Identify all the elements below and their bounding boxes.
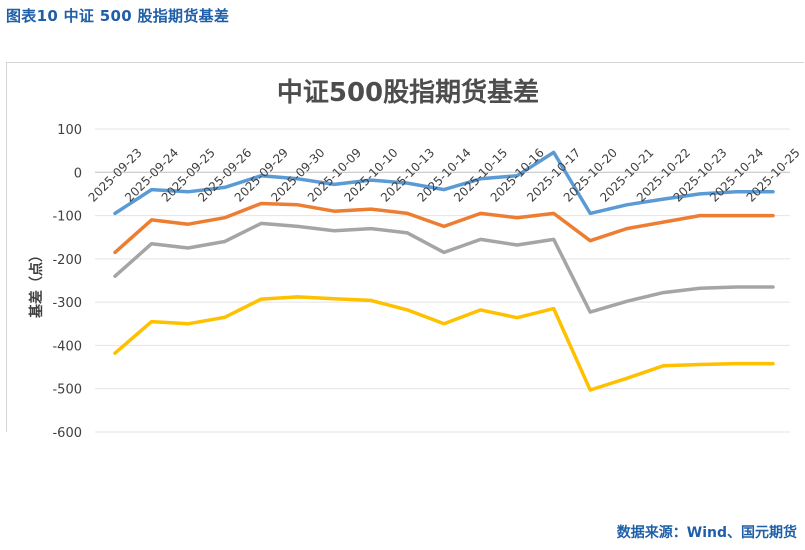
y-tick-label: 0 — [74, 166, 82, 181]
series-line-1 — [113, 150, 775, 216]
y-tick-label: -300 — [52, 296, 82, 311]
y-tick-label: -200 — [52, 253, 82, 268]
series-line-4 — [113, 295, 775, 392]
y-axis-label: 基差（点） — [28, 248, 45, 318]
series-line-3 — [113, 221, 775, 314]
y-tick-label: 100 — [57, 123, 82, 138]
series-line-2 — [113, 201, 775, 255]
y-tick-label: -500 — [52, 383, 82, 398]
y-tick-label: -400 — [52, 339, 82, 354]
figure-title: 图表10 中证 500 股指期货基差 — [6, 7, 230, 25]
source-note: 数据来源：Wind、国元期货 — [616, 525, 797, 541]
chart-title: 中证500股指期货基差 — [277, 77, 539, 108]
y-tick-label: -600 — [52, 426, 82, 441]
chart-frame — [6, 62, 804, 432]
y-tick-label: -100 — [52, 210, 82, 225]
